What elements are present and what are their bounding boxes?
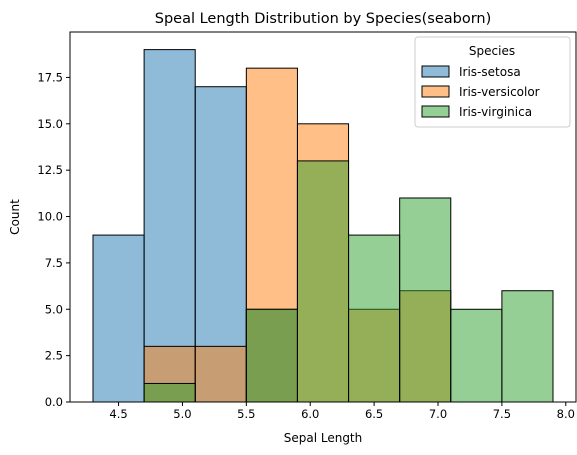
bar-iris-virginica-bin-8 [501,290,554,403]
bar-iris-virginica-bin-5 [348,234,401,403]
bar-iris-setosa-bin-0 [92,234,145,403]
y-tick-label: 10.0 [37,210,63,224]
bar-iris-virginica-bin-6 [399,197,452,403]
legend-label-iris-virginica: Iris-virginica [459,105,532,119]
y-tick-label: 7.5 [45,256,63,270]
legend-label-iris-setosa: Iris-setosa [459,65,521,79]
bar-iris-versicolor-bin-2 [194,345,247,403]
x-tick-label: 5.5 [237,407,255,421]
legend-items: Iris-setosa Iris-versicolor Iris-virginica [421,65,540,119]
y-tick-label: 2.5 [45,349,63,363]
legend-label-iris-versicolor: Iris-versicolor [459,85,540,99]
y-tick-label: 15.0 [37,117,63,131]
bar-iris-virginica-bin-1 [143,382,196,403]
bar-iris-virginica-bin-4 [296,160,350,403]
chart-title: Speal Length Distribution by Species(sea… [155,11,492,27]
legend-swatch-iris-versicolor [421,85,450,98]
bar-iris-virginica-bin-3 [245,308,298,403]
x-tick-label: 4.5 [109,407,127,421]
y-tick-label: 0.0 [45,395,63,409]
y-tick-label: 5.0 [45,302,63,316]
legend-title: Species [469,44,515,58]
bar-iris-setosa-bin-1 [143,49,196,403]
x-tick-label: 6.5 [365,407,383,421]
x-tick-label: 6.0 [301,407,319,421]
y-axis: 0.0 2.5 5.0 7.5 10.0 12.5 15.0 17.5 [37,70,70,409]
bar-iris-virginica-bin-7 [450,308,503,403]
legend: Species Iris-setosa Iris-versicolor Iris-v… [414,36,571,128]
x-axis-label: Sepal Length [284,431,363,445]
bars-group [92,49,554,403]
y-tick-label: 17.5 [37,70,63,84]
x-tick-label: 7.5 [493,407,511,421]
x-tick-label: 7.0 [429,407,447,421]
x-tick-label: 5.0 [173,407,191,421]
y-tick-label: 12.5 [37,163,63,177]
legend-frame [414,36,571,128]
legend-swatch-iris-virginica [421,105,450,118]
legend-swatch-iris-setosa [421,65,450,78]
x-axis: 4.5 5.0 5.5 6.0 6.5 7.0 7.5 8.0 [109,402,575,421]
y-axis-label: Count [8,199,22,235]
x-tick-label: 8.0 [557,407,575,421]
